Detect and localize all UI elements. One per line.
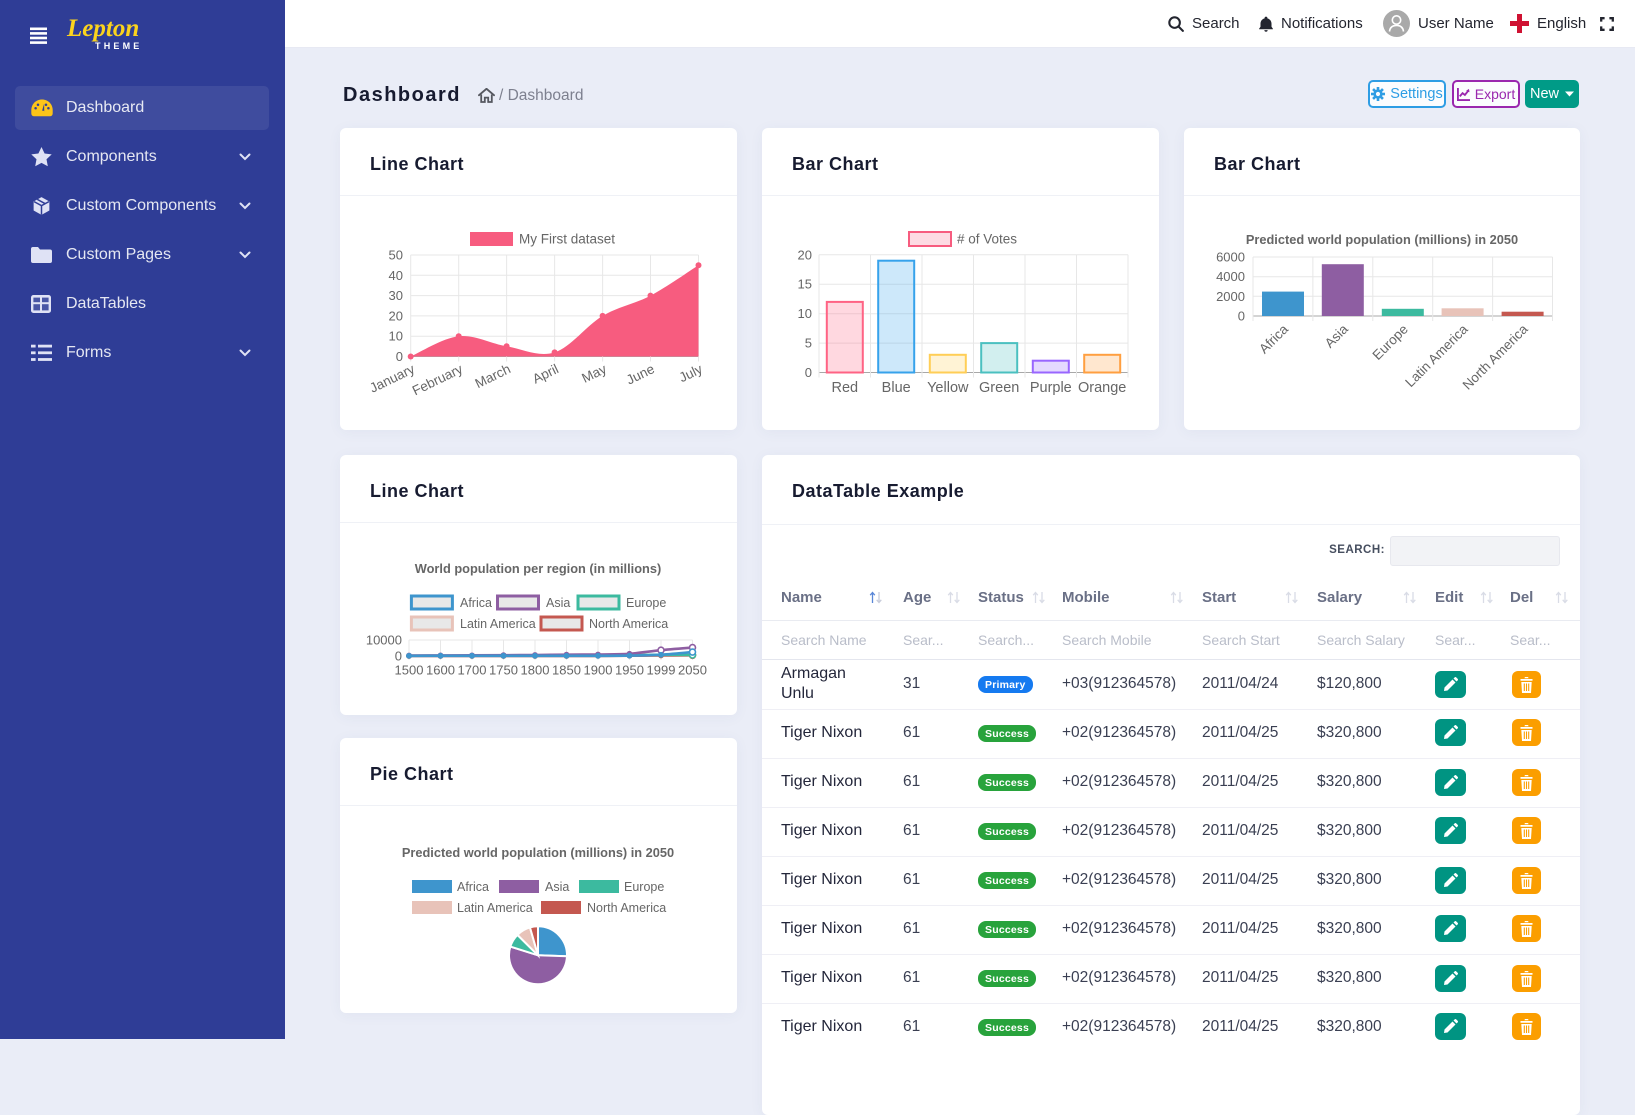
svg-text:Predicted world population (mi: Predicted world population (millions) in… bbox=[402, 845, 674, 860]
svg-text:1800: 1800 bbox=[521, 663, 550, 678]
svg-text:Yellow: Yellow bbox=[927, 380, 969, 396]
svg-text:February: February bbox=[410, 361, 465, 398]
svg-text:2050: 2050 bbox=[678, 663, 707, 678]
svg-text:April: April bbox=[530, 361, 561, 386]
svg-text:40: 40 bbox=[389, 268, 403, 283]
svg-text:0: 0 bbox=[395, 649, 402, 664]
svg-text:Europe: Europe bbox=[1370, 322, 1411, 363]
svg-text:10000: 10000 bbox=[366, 633, 402, 648]
svg-text:1600: 1600 bbox=[426, 663, 455, 678]
svg-text:10: 10 bbox=[798, 306, 812, 321]
svg-text:1850: 1850 bbox=[552, 663, 581, 678]
svg-text:North America: North America bbox=[589, 617, 668, 631]
svg-text:1900: 1900 bbox=[584, 663, 613, 678]
svg-text:Purple: Purple bbox=[1030, 380, 1072, 396]
svg-text:10: 10 bbox=[389, 329, 403, 344]
svg-text:2000: 2000 bbox=[1216, 289, 1245, 304]
svg-text:Africa: Africa bbox=[457, 880, 489, 894]
svg-text:1700: 1700 bbox=[458, 663, 487, 678]
svg-text:30: 30 bbox=[389, 288, 403, 303]
svg-text:5: 5 bbox=[805, 336, 812, 351]
svg-text:Orange: Orange bbox=[1078, 380, 1126, 396]
svg-text:Blue: Blue bbox=[882, 380, 911, 396]
svg-text:July: July bbox=[677, 361, 705, 385]
svg-text:World population per region (i: World population per region (in millions… bbox=[415, 561, 661, 576]
svg-text:Latin America: Latin America bbox=[457, 901, 533, 915]
svg-text:Europe: Europe bbox=[624, 880, 664, 894]
svg-text:Latin America: Latin America bbox=[460, 617, 536, 631]
svg-text:20: 20 bbox=[389, 308, 403, 323]
svg-text:0: 0 bbox=[805, 365, 812, 380]
svg-text:0: 0 bbox=[396, 349, 403, 364]
svg-text:Africa: Africa bbox=[460, 596, 492, 610]
svg-text:4000: 4000 bbox=[1216, 269, 1245, 284]
svg-text:15: 15 bbox=[798, 277, 812, 292]
svg-text:June: June bbox=[624, 361, 657, 387]
svg-text:50: 50 bbox=[389, 248, 403, 263]
svg-text:1750: 1750 bbox=[489, 663, 518, 678]
svg-text:1950: 1950 bbox=[615, 663, 644, 678]
svg-text:6000: 6000 bbox=[1216, 250, 1245, 265]
svg-text:Africa: Africa bbox=[1256, 321, 1291, 356]
svg-text:January: January bbox=[367, 361, 417, 396]
svg-text:March: March bbox=[473, 361, 513, 391]
svg-text:Asia: Asia bbox=[546, 596, 570, 610]
svg-text:North America: North America bbox=[587, 901, 666, 915]
svg-text:20: 20 bbox=[798, 247, 812, 262]
svg-text:Asia: Asia bbox=[545, 880, 569, 894]
svg-text:0: 0 bbox=[1238, 309, 1245, 324]
svg-text:Green: Green bbox=[979, 380, 1019, 396]
svg-text:Europe: Europe bbox=[626, 596, 666, 610]
svg-text:1500: 1500 bbox=[395, 663, 424, 678]
svg-text:Predicted world population (mi: Predicted world population (millions) in… bbox=[1246, 232, 1518, 247]
svg-text:May: May bbox=[579, 361, 609, 386]
svg-text:# of Votes: # of Votes bbox=[957, 232, 1017, 247]
svg-text:1999: 1999 bbox=[647, 663, 676, 678]
svg-text:Asia: Asia bbox=[1322, 321, 1352, 351]
svg-text:Red: Red bbox=[831, 380, 858, 396]
svg-text:My First dataset: My First dataset bbox=[519, 232, 615, 247]
